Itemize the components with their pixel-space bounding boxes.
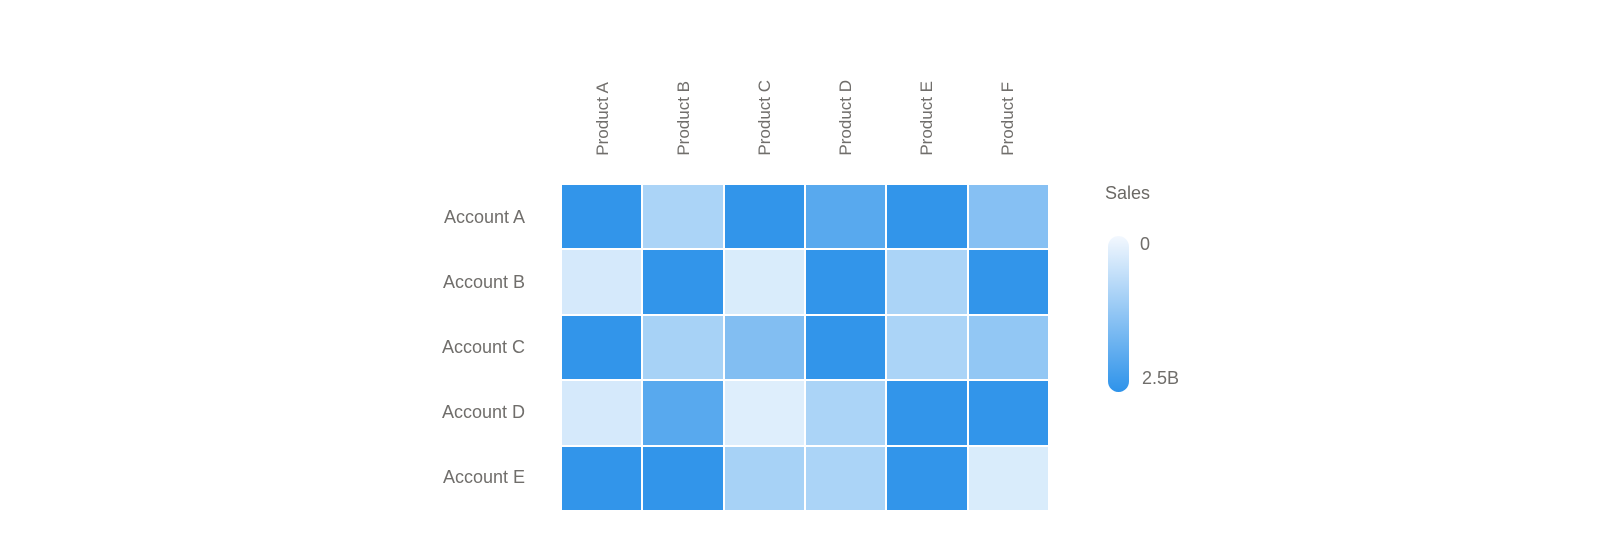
heatmap-cell[interactable] [724, 446, 804, 510]
heatmap-cell[interactable] [968, 250, 1048, 314]
column-label: Product E [886, 28, 967, 156]
legend-title: Sales [1105, 183, 1151, 203]
heatmap-cell[interactable] [806, 381, 886, 445]
column-label: Product D [805, 28, 886, 156]
heatmap-cell[interactable] [643, 315, 723, 380]
column-label: Product C [724, 28, 805, 156]
heatmap-cell[interactable] [887, 185, 967, 249]
heatmap-cell[interactable] [562, 185, 642, 249]
legend-max-label: 2.5B [1142, 368, 1180, 388]
heatmap-cell[interactable] [724, 381, 804, 445]
column-label-text: Product C [754, 80, 774, 156]
heatmap-cell[interactable] [562, 381, 642, 445]
heatmap-cell[interactable] [643, 446, 723, 510]
heatmap-cell[interactable] [724, 250, 804, 314]
heatmap-cell[interactable] [887, 446, 967, 510]
row-axis-labels: Account A Account B Account C Account D Acco… [300, 185, 525, 510]
heatmap-grid [562, 185, 1048, 510]
heatmap-cell[interactable] [562, 446, 642, 510]
heatmap-cell[interactable] [806, 185, 886, 249]
column-label: Product F [967, 28, 1048, 156]
heatmap-cell[interactable] [887, 381, 967, 445]
heatmap-cell[interactable] [887, 250, 967, 314]
heatmap-cell[interactable] [724, 185, 804, 249]
row-label: Account C [441, 337, 525, 357]
column-axis-labels: Product A Product B Product C Product D Prod… [562, 28, 1048, 156]
column-label-text: Product E [916, 81, 936, 156]
heatmap-cell[interactable] [806, 315, 886, 380]
row-label: Account D [441, 402, 525, 422]
heatmap-cell[interactable] [806, 250, 886, 314]
heatmap-cell[interactable] [643, 381, 723, 445]
heatmap-cell[interactable] [643, 185, 723, 249]
heatmap-cell[interactable] [643, 250, 723, 314]
column-label-text: Product F [997, 82, 1017, 156]
heatmap-cell[interactable] [562, 315, 642, 380]
legend-gradient-bar [1108, 236, 1129, 392]
column-label-text: Product B [673, 81, 693, 156]
heatmap-cell[interactable] [968, 315, 1048, 380]
heatmap-cell[interactable] [968, 185, 1048, 249]
legend-min-label: 0 [1140, 234, 1151, 254]
row-label: Account B [442, 272, 525, 292]
heatmap-cell[interactable] [724, 315, 804, 380]
row-label: Account A [443, 207, 525, 227]
column-label-text: Product D [835, 80, 855, 156]
heatmap-cell[interactable] [806, 446, 886, 510]
heatmap-cell[interactable] [968, 446, 1048, 510]
row-label: Account E [442, 467, 525, 487]
heatmap-cell[interactable] [562, 250, 642, 314]
column-label-text: Product A [592, 82, 612, 156]
column-label: Product A [562, 28, 643, 156]
heatmap-cell[interactable] [887, 315, 967, 380]
heatmap-cell[interactable] [968, 381, 1048, 445]
column-label: Product B [643, 28, 724, 156]
